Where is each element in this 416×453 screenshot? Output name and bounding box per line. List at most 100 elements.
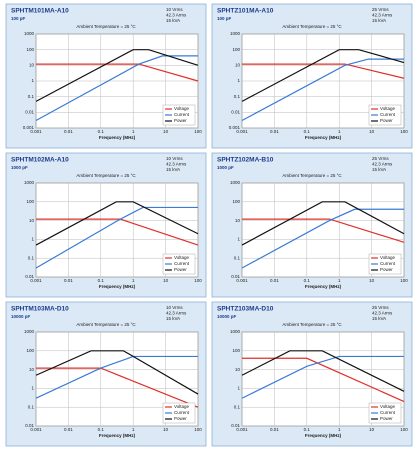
spec: 15 kVA [166, 167, 180, 172]
y-tick-label: 0.1 [234, 94, 241, 99]
x-tick-label: 1 [132, 427, 135, 432]
legend-box [162, 104, 196, 126]
x-axis-label: Frequency (MHz) [99, 284, 136, 289]
y-tick-label: 10 [29, 367, 35, 372]
x-axis-label: Frequency (MHz) [305, 135, 342, 140]
legend-label: Power [174, 118, 187, 123]
y-tick-label: 1000 [24, 329, 35, 334]
series-line [35, 201, 199, 246]
legend-box [368, 402, 402, 424]
y-tick-label: 0.01 [25, 423, 34, 428]
x-tick-label: 0.001 [30, 129, 42, 134]
x-axis-label: Frequency (MHz) [305, 284, 342, 289]
spec: 42.3 Arms [166, 162, 187, 167]
y-tick-label: 0.001 [229, 125, 241, 130]
legend-label: Power [174, 267, 187, 272]
y-tick-label: 10 [235, 218, 241, 223]
x-tick-label: 10 [163, 278, 169, 283]
annotation: Ambient Temperature = 25 °C [282, 173, 342, 178]
y-tick-label: 1000 [230, 31, 241, 36]
y-tick-label: 0.001 [23, 125, 35, 130]
x-tick-label: 10 [369, 427, 375, 432]
y-tick-label: 0.01 [231, 274, 240, 279]
y-tick-label: 100 [232, 348, 240, 353]
spec: 42.3 Arms [166, 311, 187, 316]
spec: 10 Vrms [166, 7, 183, 12]
spec: 25 Vrms [372, 305, 389, 310]
spec: 25 Vrms [372, 156, 389, 161]
y-tick-label: 1000 [230, 180, 241, 185]
y-tick-label: 1000 [230, 329, 241, 334]
legend-label: Current [174, 112, 190, 117]
x-tick-label: 0.1 [304, 427, 311, 432]
annotation: Ambient Temperature = 25 °C [282, 322, 342, 327]
series-line [35, 55, 198, 122]
x-axis-label: Frequency (MHz) [305, 433, 342, 438]
series-line [35, 206, 198, 269]
capacitance: 100 pF [11, 16, 26, 21]
x-tick-label: 0.1 [304, 278, 311, 283]
x-tick-label: 0.1 [98, 427, 105, 432]
x-tick-label: 0.1 [98, 129, 105, 134]
y-tick-label: 1 [31, 237, 34, 242]
series-line [35, 355, 198, 399]
y-tick-label: 10 [235, 367, 241, 372]
x-tick-label: 1 [338, 278, 341, 283]
legend-box [368, 253, 402, 275]
chart-title: SPHTZ101MA-A10 [217, 8, 274, 15]
series-line [242, 218, 405, 243]
x-tick-label: 0.01 [64, 129, 73, 134]
chart-title: SPHTM102MA-A10 [11, 157, 69, 164]
x-tick-label: 0.01 [64, 278, 73, 283]
capacitance: 100 pF [217, 16, 232, 21]
series-line [242, 357, 405, 403]
x-tick-label: 0.001 [236, 278, 248, 283]
legend-label: Current [174, 261, 190, 266]
series-line [241, 208, 404, 269]
x-tick-label: 0.01 [64, 427, 73, 432]
series-line [241, 350, 405, 392]
legend-label: Power [174, 416, 187, 421]
series-line [35, 350, 199, 395]
y-tick-label: 0.1 [28, 94, 35, 99]
capacitance: 1000 pF [11, 165, 28, 170]
spec: 15 kVA [372, 167, 386, 172]
legend-label: Voltage [174, 404, 190, 409]
y-tick-label: 1 [237, 237, 240, 242]
legend-label: Voltage [174, 106, 190, 111]
legend-label: Current [174, 410, 190, 415]
x-tick-label: 1 [338, 129, 341, 134]
y-tick-label: 0.01 [231, 110, 240, 115]
y-tick-label: 0.1 [234, 404, 241, 409]
legend-box [368, 104, 402, 126]
legend-label: Voltage [380, 106, 396, 111]
capacitance: 10000 pF [217, 314, 237, 319]
x-tick-label: 0.1 [304, 129, 311, 134]
x-tick-label: 1 [132, 278, 135, 283]
x-axis-label: Frequency (MHz) [99, 135, 136, 140]
annotation: Ambient Temperature = 25 °C [76, 322, 136, 327]
spec: 42.3 Arms [372, 162, 393, 167]
capacitance: 10000 pF [11, 314, 31, 319]
spec: 10 Vrms [166, 305, 183, 310]
x-tick-label: 100 [400, 129, 408, 134]
legend-box [162, 402, 196, 424]
legend-label: Power [380, 267, 393, 272]
spec: 15 kVA [166, 316, 180, 321]
series-line [241, 49, 405, 102]
series-line [241, 201, 405, 246]
y-tick-label: 1 [237, 386, 240, 391]
x-tick-label: 0.001 [236, 129, 248, 134]
x-tick-label: 0.1 [98, 278, 105, 283]
x-tick-label: 10 [163, 129, 169, 134]
x-tick-label: 10 [163, 427, 169, 432]
y-tick-label: 100 [26, 199, 34, 204]
spec: 42.3 Arms [372, 13, 393, 18]
y-tick-label: 100 [26, 47, 34, 52]
x-tick-label: 100 [194, 129, 202, 134]
spec: 42.3 Arms [166, 13, 187, 18]
